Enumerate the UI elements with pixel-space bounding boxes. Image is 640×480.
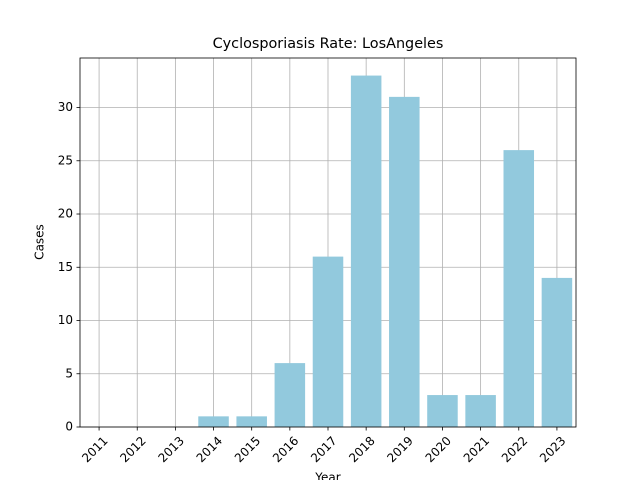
bar (427, 395, 458, 427)
y-tick-label: 20 (58, 207, 73, 221)
bar (350, 75, 382, 428)
x-tick-label: 2015 (232, 434, 263, 465)
x-tick-label: 2021 (461, 434, 492, 465)
bar (389, 96, 420, 428)
bar (465, 395, 496, 427)
bar (274, 363, 306, 427)
y-tick-label: 30 (58, 100, 73, 114)
bar (198, 416, 229, 427)
x-tick-label: 2022 (499, 434, 530, 465)
bar (541, 277, 573, 427)
x-tick-label: 2011 (79, 434, 110, 465)
x-axis-label: Year (314, 471, 340, 480)
y-tick-label: 5 (65, 366, 73, 380)
plot-frame (79, 57, 577, 428)
y-tick-label: 15 (58, 260, 73, 274)
bar (503, 150, 535, 427)
y-tick-label: 25 (58, 153, 73, 167)
chart-title: Cyclosporiasis Rate: LosAngeles (213, 36, 444, 52)
y-tick-label: 10 (58, 313, 73, 327)
bar (312, 256, 344, 427)
x-tick-label: 2016 (270, 434, 301, 465)
x-tick-label: 2014 (194, 434, 225, 465)
x-tick-label: 2017 (308, 434, 339, 465)
x-tick-label: 2018 (346, 434, 377, 465)
x-tick-label: 2023 (537, 434, 568, 465)
y-axis-label: Cases (33, 224, 47, 260)
x-tick-label: 2012 (117, 434, 148, 465)
y-tick-label: 0 (65, 420, 73, 434)
x-tick-label: 2013 (155, 434, 186, 465)
x-tick-label: 2020 (423, 434, 454, 465)
bar (236, 416, 267, 427)
x-tick-label: 2019 (384, 434, 415, 465)
